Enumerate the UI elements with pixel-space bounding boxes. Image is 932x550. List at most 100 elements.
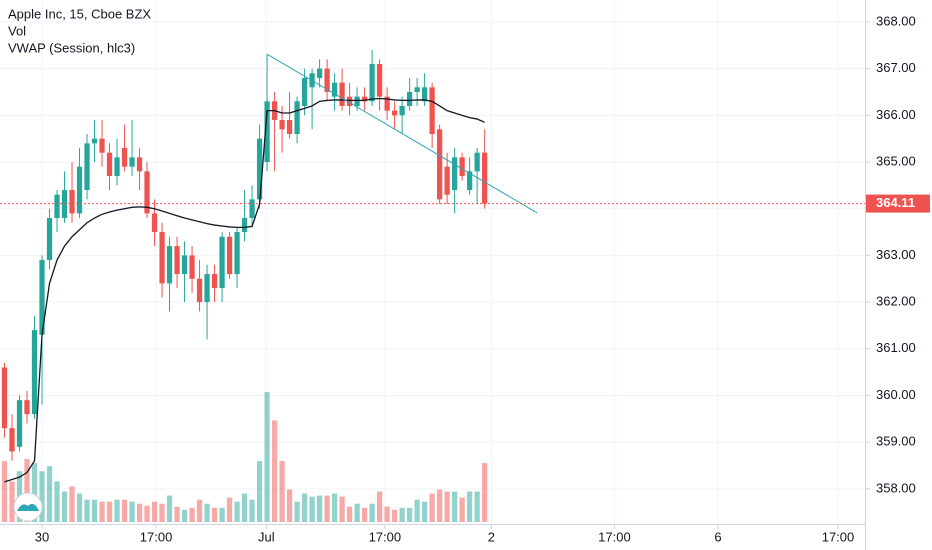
volume-bar (181, 509, 188, 522)
candle-body (211, 274, 218, 289)
volume-bar (174, 506, 180, 522)
candle-body (136, 157, 143, 172)
candle-body (76, 166, 83, 214)
volume-bar (211, 507, 218, 522)
volume-bar (46, 466, 53, 522)
volume-bar (391, 509, 398, 522)
candle-body (106, 152, 113, 177)
volume-bar (234, 501, 240, 522)
candle-body (437, 129, 443, 200)
candle-body (391, 110, 398, 116)
volume-bar (129, 501, 135, 522)
candle-body (166, 246, 173, 284)
candle-body (264, 101, 270, 163)
volume-bar (159, 503, 165, 522)
candle-body (234, 232, 240, 275)
x-tick-label: Jul (258, 529, 275, 544)
candle-body (354, 96, 360, 106)
candle-body (189, 255, 195, 279)
candle-body (181, 255, 188, 275)
y-tick-label: 358.00 (876, 480, 916, 495)
candle-body (429, 87, 435, 135)
candle-body (9, 428, 15, 452)
volume-bar (271, 420, 278, 522)
candle-body (452, 157, 458, 191)
volume-bar (459, 497, 465, 522)
y-tick-label: 361.00 (876, 340, 916, 355)
candle-body (474, 152, 480, 172)
volume-bar (474, 491, 480, 522)
volume-bar (91, 499, 98, 522)
candle-body (226, 236, 233, 275)
candle-body (346, 96, 353, 106)
volume-bar (151, 501, 158, 522)
volume-bar (406, 507, 413, 522)
volume-bar (54, 481, 60, 522)
volume-bar (301, 493, 308, 522)
candle-body (46, 218, 53, 261)
volume-bar (24, 459, 30, 522)
volume-bar (286, 489, 293, 522)
candle-body (114, 157, 120, 177)
y-tick-label: 360.00 (876, 387, 916, 402)
volume-bar (309, 496, 315, 522)
candle-body (301, 77, 308, 106)
candle-body (91, 138, 98, 144)
candle-body (339, 82, 345, 106)
x-tick-label: 30 (35, 529, 49, 544)
candle-body (459, 157, 465, 177)
candle-body (69, 190, 75, 214)
volume-bar (346, 506, 353, 522)
volume-bar (384, 506, 390, 522)
overlay-layer (0, 53, 865, 483)
volume-bar (144, 505, 150, 522)
candle-body (324, 68, 330, 92)
volume-bar (189, 507, 195, 522)
volume-bar (166, 495, 173, 522)
volume-bar (279, 461, 285, 522)
candle-body (482, 152, 488, 204)
y-tick-label: 365.00 (876, 153, 916, 168)
volume-bar (264, 392, 270, 522)
candle-body (444, 166, 450, 195)
x-tick-label: 17:00 (598, 529, 631, 544)
volume-bar (361, 507, 368, 522)
candle-body (144, 171, 150, 214)
volume-bar (421, 501, 428, 522)
volume-bar (84, 499, 90, 522)
candle-layer (1, 49, 488, 461)
volume-bar (76, 493, 83, 522)
candle-body (376, 63, 383, 97)
candle-body (54, 194, 60, 219)
candle-body (421, 87, 428, 102)
y-tick-label: 367.00 (876, 60, 916, 75)
volume-bar (204, 503, 210, 522)
candle-body (121, 148, 128, 167)
volume-bar (39, 471, 45, 522)
volume-bar (294, 501, 300, 522)
volume-bar (452, 491, 458, 522)
volume-bar (444, 491, 450, 522)
y-tick-label: 359.00 (876, 434, 916, 449)
x-tick-label: 17:00 (140, 529, 173, 544)
volume-bar (414, 499, 420, 522)
candle-body (384, 96, 390, 111)
candle-body (286, 119, 293, 135)
candle-body (241, 218, 248, 233)
volume-bar (399, 507, 405, 522)
candle-body (414, 87, 420, 92)
volume-bar (1, 461, 8, 522)
volume-bar (99, 501, 105, 522)
candle-body (174, 246, 180, 275)
legend-volume: Vol (8, 23, 26, 38)
volume-bar (106, 501, 113, 522)
x-tick-label: 6 (714, 529, 721, 544)
volume-layer (1, 392, 488, 522)
volume-bar (114, 499, 120, 522)
candle-body (256, 138, 263, 200)
volume-bar (429, 493, 435, 522)
candle-body (204, 274, 210, 303)
